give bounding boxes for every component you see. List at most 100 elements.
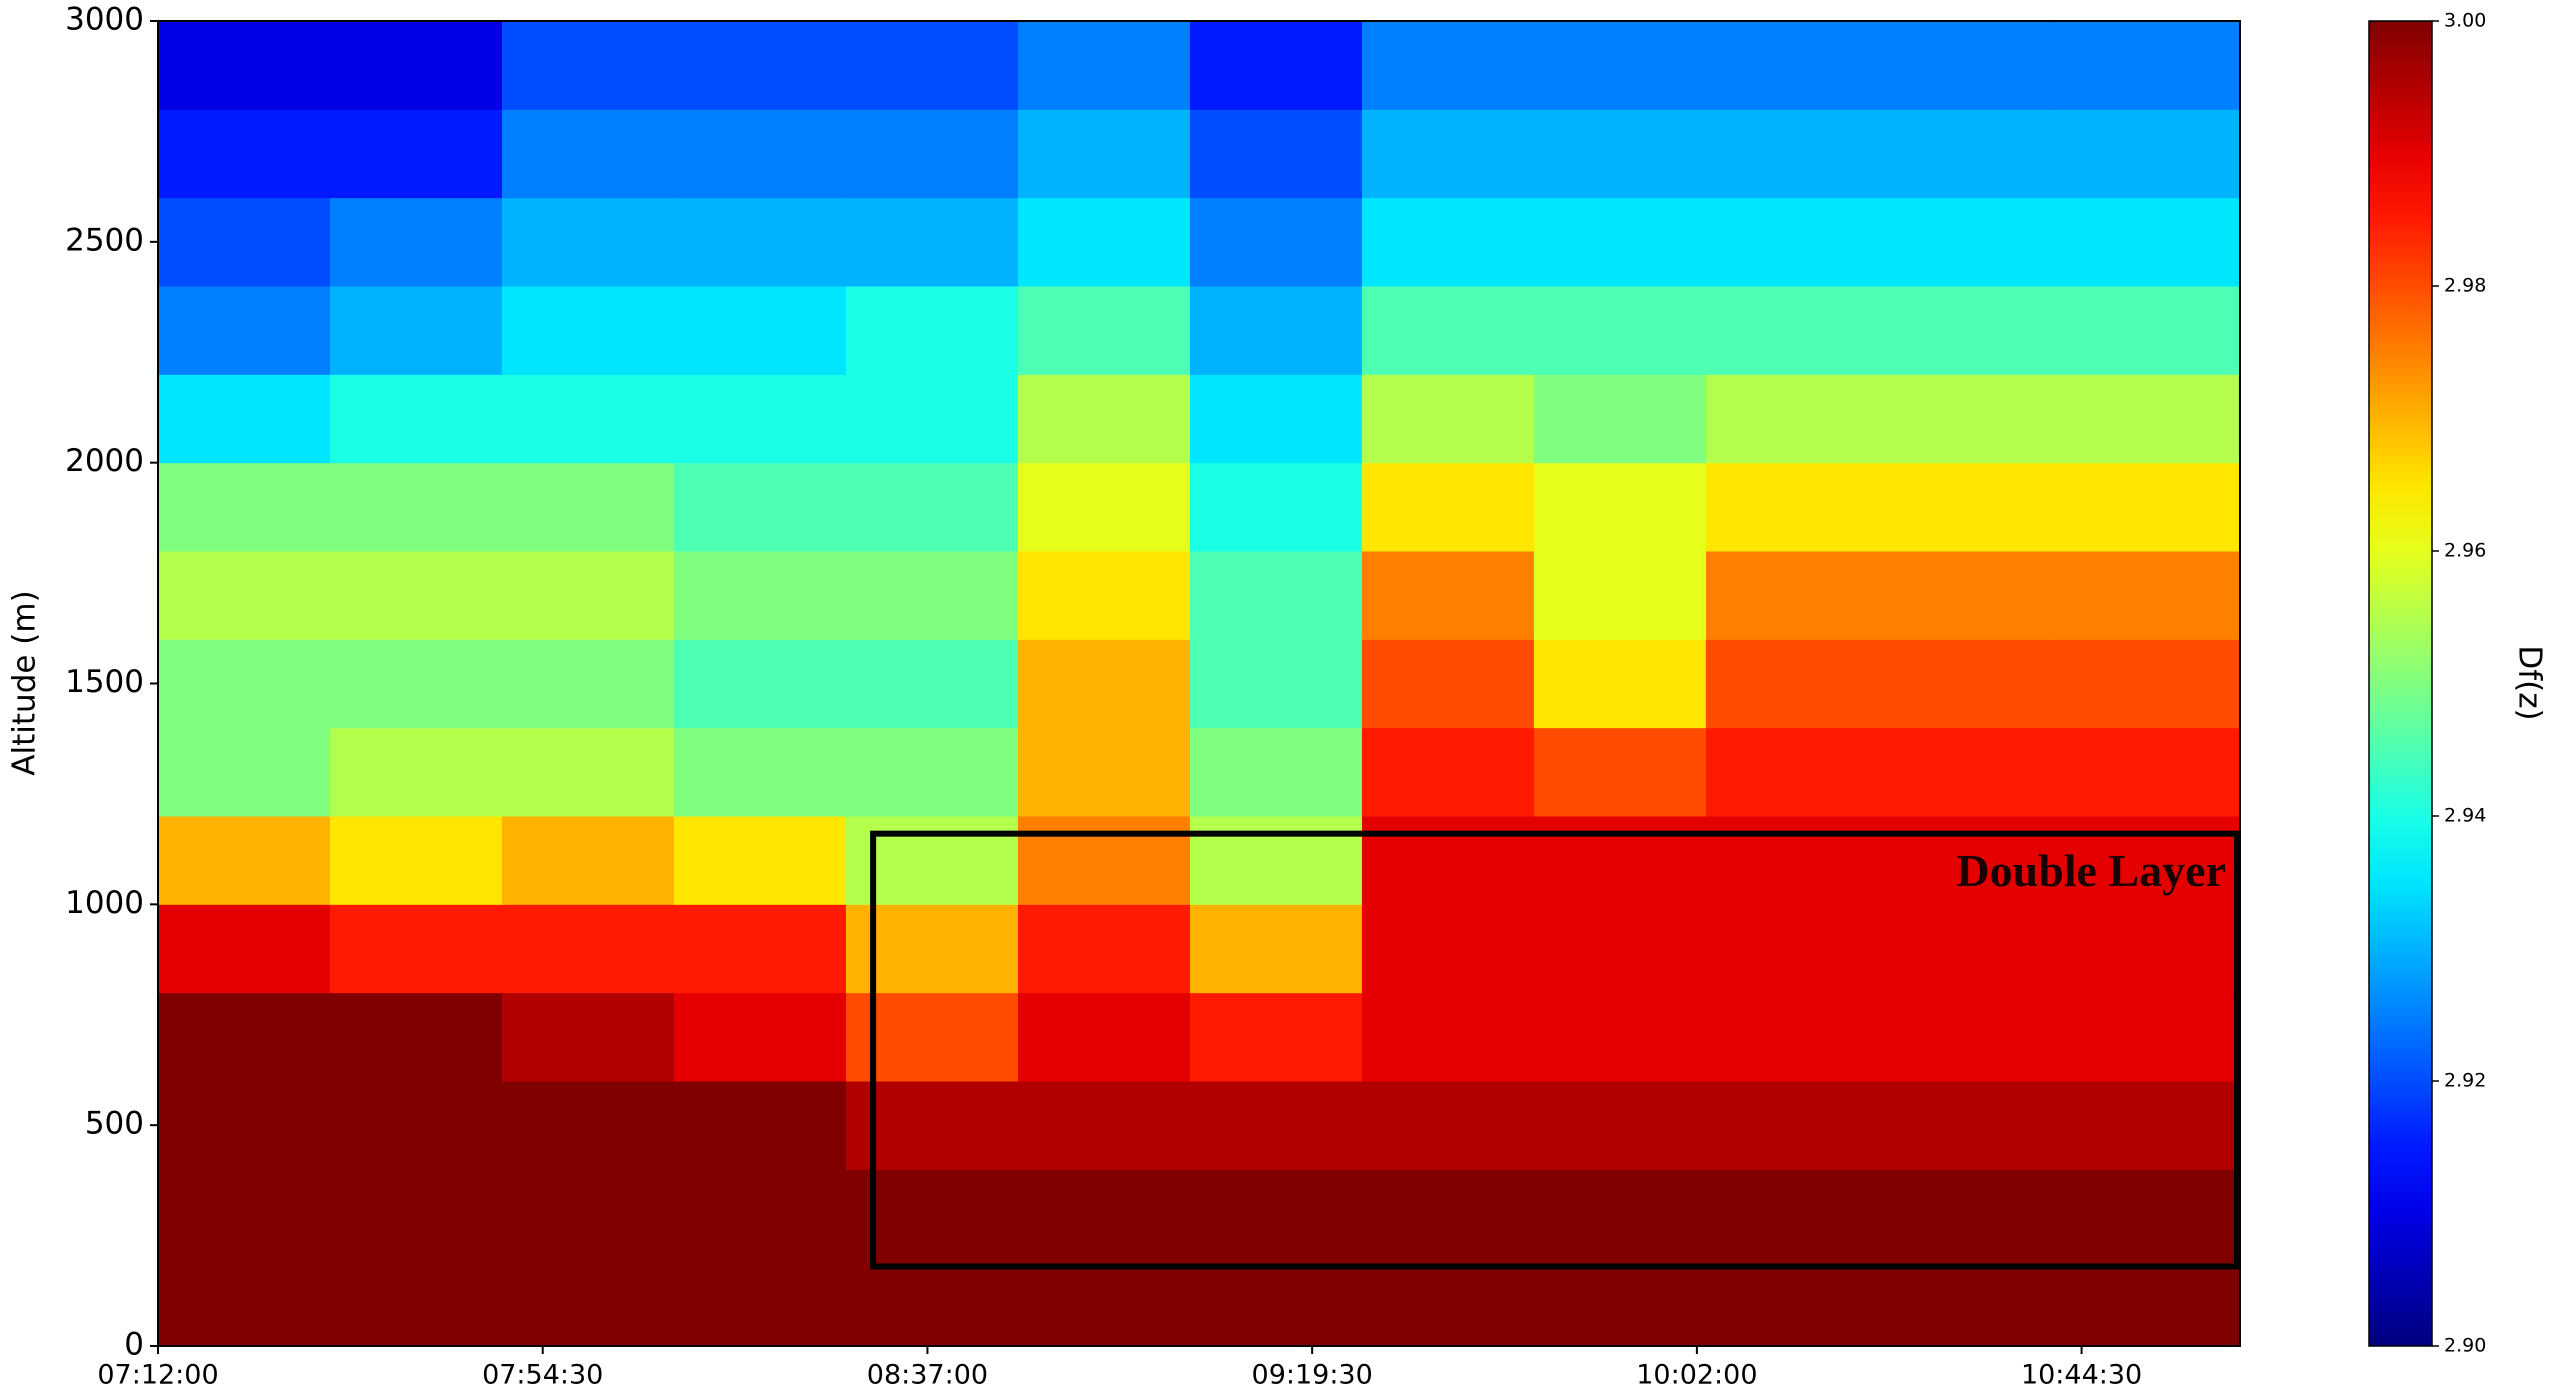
heat-cell <box>501 1257 675 1347</box>
colorbar-tick-label: 2.90 <box>2444 1335 2486 1357</box>
heat-cell <box>1533 551 1707 640</box>
heat-cell <box>673 727 847 817</box>
heat-cell <box>1533 197 1707 287</box>
heat-cell <box>845 21 1019 110</box>
heat-cell <box>501 21 675 110</box>
heat-cell <box>1705 639 1879 729</box>
heat-cell <box>158 1081 331 1170</box>
heat-cell <box>1189 551 1363 640</box>
heat-cell <box>1189 1081 1363 1170</box>
heat-cell <box>1189 1169 1363 1259</box>
heat-cell <box>1533 992 1707 1082</box>
heat-cell <box>1017 286 1191 375</box>
heat-cell <box>1705 21 1879 110</box>
heat-cell <box>1017 992 1191 1082</box>
x-tick-label: 07:12:00 <box>97 1360 218 1391</box>
heat-cell <box>1533 1081 1707 1170</box>
heat-cell <box>1017 197 1191 287</box>
heat-cell <box>845 551 1019 640</box>
x-tick-label: 09:19:30 <box>1252 1360 1373 1391</box>
heat-cell <box>1877 904 2051 994</box>
heat-cell <box>673 109 847 199</box>
heat-cell <box>501 727 675 817</box>
heat-cell <box>329 462 503 552</box>
heat-cell <box>673 286 847 375</box>
heat-cell <box>1189 904 1363 994</box>
heat-cell <box>158 727 331 817</box>
colorbar <box>2368 20 2433 1347</box>
heat-cell <box>329 727 503 817</box>
heat-cell <box>501 904 675 994</box>
heat-cell <box>1361 992 1535 1082</box>
heat-cell <box>501 462 675 552</box>
heat-cell <box>1189 374 1363 464</box>
heat-cell <box>1189 109 1363 199</box>
y-tick-label: 1000 <box>65 885 144 921</box>
heat-cell <box>845 197 1019 287</box>
heat-cell <box>673 1257 847 1347</box>
heat-cell <box>1189 1257 1363 1347</box>
heat-cell <box>673 551 847 640</box>
heat-cell <box>845 462 1019 552</box>
heat-cell <box>501 197 675 287</box>
heat-cell <box>1017 462 1191 552</box>
heat-cell <box>845 374 1019 464</box>
heat-cell <box>1017 374 1191 464</box>
heat-cell <box>329 109 503 199</box>
heat-cell <box>1877 639 2051 729</box>
heat-cell <box>2049 992 2241 1082</box>
heat-cell <box>1877 992 2051 1082</box>
heat-cell <box>1361 109 1535 199</box>
heat-cell <box>2049 904 2241 994</box>
heat-cell <box>673 1169 847 1259</box>
heat-cell <box>329 374 503 464</box>
heat-cell <box>329 992 503 1082</box>
y-tick-label: 1500 <box>65 664 144 700</box>
annotation-box <box>870 830 2241 1270</box>
heat-cell <box>158 992 331 1082</box>
heat-cell <box>1705 462 1879 552</box>
heat-cell <box>1361 1169 1535 1259</box>
heat-cell <box>1361 197 1535 287</box>
heat-cell <box>1017 727 1191 817</box>
heat-cell <box>673 21 847 110</box>
heat-cell <box>1877 1081 2051 1170</box>
heat-cell <box>1361 1257 1535 1347</box>
heat-cell <box>1189 639 1363 729</box>
heat-cell <box>1361 816 1535 905</box>
heat-cell <box>1189 816 1363 905</box>
heat-cell <box>2049 639 2241 729</box>
heat-cell <box>2049 727 2241 817</box>
heat-cell <box>1533 727 1707 817</box>
heat-cell <box>1017 904 1191 994</box>
heat-cell <box>2049 286 2241 375</box>
heat-cell <box>1017 1081 1191 1170</box>
heat-cell <box>1189 462 1363 552</box>
heat-cell <box>1361 462 1535 552</box>
heat-cell <box>158 109 331 199</box>
heat-cell <box>501 816 675 905</box>
heat-cell <box>2049 462 2241 552</box>
heat-cell <box>2049 1169 2241 1259</box>
heat-cell <box>1189 21 1363 110</box>
heat-cell <box>501 1081 675 1170</box>
heat-cell <box>1533 109 1707 199</box>
heat-cell <box>1705 551 1879 640</box>
heat-cell <box>673 374 847 464</box>
heat-cell <box>2049 197 2241 287</box>
heat-cell <box>1017 639 1191 729</box>
heat-cell <box>1533 904 1707 994</box>
heat-cell <box>1533 374 1707 464</box>
heat-cell <box>2049 374 2241 464</box>
heat-cell <box>1877 286 2051 375</box>
x-tick-label: 10:02:00 <box>1636 1360 1757 1391</box>
annotation-text: Double Layer <box>1956 845 2226 896</box>
heat-cell <box>845 109 1019 199</box>
heat-cell <box>329 904 503 994</box>
heat-cell <box>1877 21 2051 110</box>
heat-cell <box>501 1169 675 1259</box>
heat-cell <box>673 197 847 287</box>
heat-cell <box>158 374 331 464</box>
heat-cell <box>1017 551 1191 640</box>
heat-cell <box>1705 904 1879 994</box>
